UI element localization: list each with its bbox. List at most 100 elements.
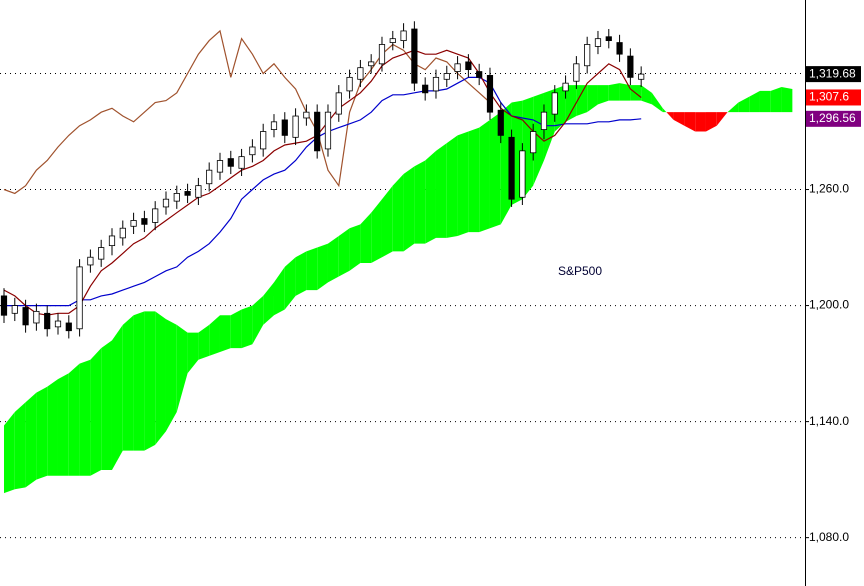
candle-body: [465, 61, 472, 71]
candle-body: [238, 156, 245, 169]
cloud: [684, 112, 696, 132]
cloud: [565, 85, 577, 122]
cloud: [25, 392, 37, 488]
candle-body: [11, 305, 18, 314]
cloud: [187, 332, 199, 374]
cloud: [651, 92, 663, 113]
candle-body: [594, 38, 602, 47]
cloud: [695, 112, 706, 132]
cloud: [587, 85, 598, 113]
cloud: [381, 185, 393, 258]
candle-body: [270, 121, 278, 130]
cloud: [273, 266, 285, 316]
candle-body: [173, 192, 180, 202]
cloud: [317, 243, 328, 291]
y-tick-label: 1,140.0: [809, 414, 849, 428]
candle-body: [162, 198, 170, 208]
cloud: [79, 359, 91, 476]
cloud: [727, 102, 739, 113]
candle-body: [260, 131, 267, 150]
candle-body: [108, 235, 116, 247]
candle-body: [76, 266, 83, 330]
candle-body: [530, 131, 537, 154]
cloud: [176, 324, 188, 412]
cloud: [57, 373, 69, 476]
price-tag-label: 1,319.68: [809, 66, 856, 80]
candle-body: [368, 61, 375, 67]
cloud: [619, 83, 631, 101]
annotation: S&P500: [558, 264, 602, 278]
cloud: [241, 305, 253, 349]
indicator-line: [3, 29, 491, 195]
candle-body: [638, 73, 645, 80]
cloud: [349, 224, 361, 271]
y-tick-label: 1,200.0: [809, 298, 849, 312]
candle-body: [443, 73, 450, 80]
cloud: [759, 90, 771, 113]
candle-body: [44, 312, 51, 330]
cloud: [666, 112, 674, 120]
cloud: [306, 247, 318, 291]
candle-body: [508, 136, 515, 200]
cloud: [295, 251, 307, 296]
cloud: [68, 363, 80, 476]
price-tag: [806, 110, 861, 127]
candle-body: [627, 55, 634, 78]
cloud: [144, 311, 156, 451]
cloud: [414, 160, 426, 244]
cloud: [338, 228, 350, 277]
cloud: [705, 112, 717, 132]
candle-body: [562, 82, 569, 92]
cloud: [435, 143, 447, 238]
cloud: [641, 85, 652, 105]
cloud: [122, 315, 134, 451]
cloud: [209, 315, 220, 356]
cloud: [446, 135, 458, 238]
candle-body: [216, 160, 224, 173]
cloud: [489, 112, 501, 229]
candle-body: [314, 111, 321, 152]
candle-body: [551, 92, 558, 115]
cloud: [133, 311, 145, 451]
cloud: [576, 85, 588, 117]
cloud: [252, 295, 264, 345]
cloud: [770, 87, 782, 113]
indicator-line: [4, 76, 642, 307]
candle-body: [54, 320, 62, 328]
candle-body: [422, 84, 429, 94]
candle-body: [130, 220, 137, 227]
cloud: [36, 386, 48, 480]
cloud: [47, 379, 58, 476]
cloud: [327, 235, 339, 283]
candle-body: [519, 150, 526, 198]
cloud: [457, 131, 469, 236]
candle-body: [303, 111, 310, 119]
cloud: [749, 90, 760, 113]
candle-body: [98, 247, 105, 260]
candle-body: [605, 36, 612, 42]
candle-body: [584, 44, 591, 67]
candle-body: [65, 322, 72, 332]
candle-body: [206, 169, 213, 185]
candle-body: [184, 191, 191, 196]
candle-body: [616, 42, 623, 55]
candle-body: [378, 44, 386, 65]
candle-body: [281, 119, 288, 136]
cloud: [219, 315, 231, 352]
price-tag: [806, 66, 861, 83]
cloud: [662, 108, 667, 113]
cloud: [468, 127, 480, 233]
cloud: [155, 311, 166, 445]
candle-body: [573, 63, 580, 82]
cloud: [425, 150, 436, 244]
candle-body: [454, 63, 461, 72]
candle-body: [87, 256, 94, 266]
cloud: [392, 174, 404, 252]
candle-body: [227, 158, 234, 167]
cloud: [597, 85, 609, 105]
candle-body: [22, 307, 29, 326]
candle-body: [357, 67, 364, 80]
cloud: [716, 112, 728, 126]
